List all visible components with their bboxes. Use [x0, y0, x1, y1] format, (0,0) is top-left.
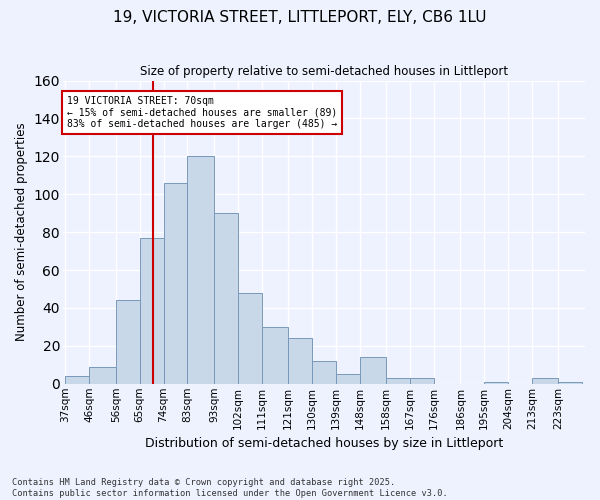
Title: Size of property relative to semi-detached houses in Littleport: Size of property relative to semi-detach…	[140, 65, 508, 78]
Bar	[312, 361, 336, 384]
Text: 19, VICTORIA STREET, LITTLEPORT, ELY, CB6 1LU: 19, VICTORIA STREET, LITTLEPORT, ELY, CB…	[113, 10, 487, 25]
Bar	[484, 382, 508, 384]
Bar	[336, 374, 359, 384]
X-axis label: Distribution of semi-detached houses by size in Littleport: Distribution of semi-detached houses by …	[145, 437, 503, 450]
Bar	[238, 293, 262, 384]
Bar	[410, 378, 434, 384]
Y-axis label: Number of semi-detached properties: Number of semi-detached properties	[15, 123, 28, 342]
Bar	[164, 183, 187, 384]
Bar	[262, 327, 288, 384]
Bar	[386, 378, 410, 384]
Bar	[89, 366, 116, 384]
Bar	[359, 357, 386, 384]
Bar	[187, 156, 214, 384]
Bar	[65, 376, 89, 384]
Text: Contains HM Land Registry data © Crown copyright and database right 2025.
Contai: Contains HM Land Registry data © Crown c…	[12, 478, 448, 498]
Text: 19 VICTORIA STREET: 70sqm
← 15% of semi-detached houses are smaller (89)
83% of : 19 VICTORIA STREET: 70sqm ← 15% of semi-…	[67, 96, 337, 129]
Bar	[116, 300, 140, 384]
Bar	[288, 338, 312, 384]
Bar	[532, 378, 559, 384]
Bar	[140, 238, 164, 384]
Bar	[214, 213, 238, 384]
Bar	[559, 382, 583, 384]
